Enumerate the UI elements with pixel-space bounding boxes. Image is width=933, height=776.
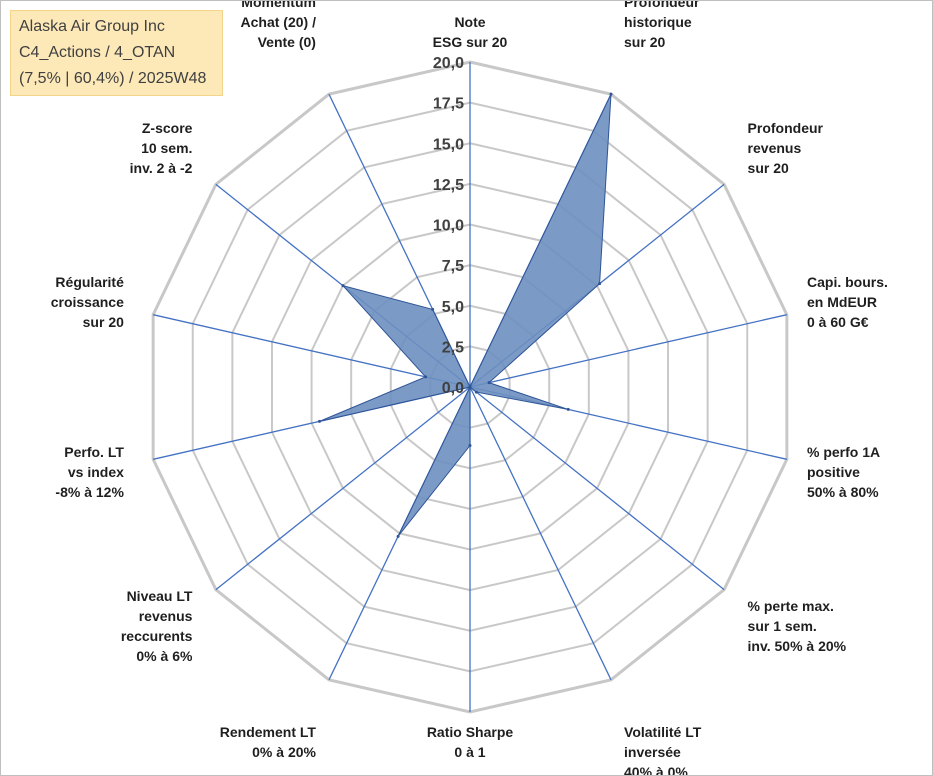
axis-label-9-line-2: reccurents xyxy=(121,628,193,644)
axis-label-13-line-1: Achat (20) / xyxy=(241,14,317,30)
axis-label-5-line-2: inv. 50% à 20% xyxy=(748,638,847,654)
axis-spoke-3 xyxy=(469,314,787,388)
axis-label-8: Rendement LT 0% à 20% xyxy=(220,724,317,760)
tick-label-4: 10,0 xyxy=(433,218,464,235)
title-line-1: Alaska Air Group Inc xyxy=(19,18,165,35)
axis-label-11-line-2: sur 20 xyxy=(83,314,124,330)
axis-label-7-line-0: Ratio Sharpe xyxy=(427,724,514,740)
axis-label-9-line-3: 0% à 6% xyxy=(136,648,193,664)
axis-label-13-line-0: Momentum xyxy=(241,1,316,10)
data-point-4 xyxy=(566,407,570,411)
axis-label-6-line-2: 40% à 0% xyxy=(624,764,688,775)
axis-label-6: Volatilité LT inversée 40% à 0% xyxy=(624,724,702,775)
tick-label-0: 0,0 xyxy=(442,380,464,397)
tick-label-6: 15,0 xyxy=(433,136,464,153)
axis-label-8-line-0: Rendement LT xyxy=(220,724,317,740)
data-point-7 xyxy=(468,444,472,447)
axis-spoke-9 xyxy=(215,386,471,591)
tick-label-3: 7,5 xyxy=(442,258,464,275)
axis-label-2-line-1: revenus xyxy=(748,140,802,156)
data-point-12 xyxy=(341,284,345,288)
data-point-13 xyxy=(431,307,435,311)
axis-label-0-line-0: Note xyxy=(454,14,485,30)
axis-label-12-line-1: 10 sem. xyxy=(141,140,192,156)
axis-label-3-line-2: 0 à 60 G€ xyxy=(807,314,869,330)
axis-label-11-line-1: croissance xyxy=(51,294,124,310)
axis-label-12: Z-score 10 sem. inv. 2 à -2 xyxy=(130,120,193,176)
axis-label-2: Profondeur revenus sur 20 xyxy=(748,120,824,176)
axis-label-3-line-1: en MdEUR xyxy=(807,294,877,310)
axis-label-7-line-1: 0 à 1 xyxy=(454,744,485,760)
axis-label-2-line-0: Profondeur xyxy=(748,120,824,136)
axis-label-5-line-0: % perte max. xyxy=(748,598,834,614)
axis-spoke-5 xyxy=(469,386,725,591)
data-point-8 xyxy=(396,534,400,538)
data-point-1 xyxy=(609,92,613,96)
axis-label-0-line-1: ESG sur 20 xyxy=(433,34,508,50)
axis-label-6-line-0: Volatilité LT xyxy=(624,724,702,740)
tick-label-5: 12,5 xyxy=(433,177,464,194)
axis-label-8-line-1: 0% à 20% xyxy=(252,744,316,760)
axis-spoke-11 xyxy=(153,314,471,388)
axis-label-7: Ratio Sharpe 0 à 1 xyxy=(427,724,514,760)
tick-label-1: 2,5 xyxy=(442,339,464,356)
axis-label-9: Niveau LT revenus reccurents 0% à 6% xyxy=(121,588,193,664)
data-point-2 xyxy=(598,282,602,286)
axis-label-4: % perfo 1A positive 50% à 80% xyxy=(807,444,880,500)
data-point-10 xyxy=(317,419,321,423)
axis-label-12-line-0: Z-score xyxy=(142,120,193,136)
axis-label-1-line-2: sur 20 xyxy=(624,34,665,50)
axis-label-10-line-2: -8% à 12% xyxy=(55,484,124,500)
axis-label-4-line-2: 50% à 80% xyxy=(807,484,879,500)
axis-label-6-line-1: inversée xyxy=(624,744,681,760)
data-point-5 xyxy=(474,390,478,394)
data-point-9 xyxy=(468,385,472,389)
axis-label-3-line-0: Capi. bours. xyxy=(807,274,888,290)
axis-label-5-line-1: sur 1 sem. xyxy=(748,618,817,634)
tick-label-7: 17,5 xyxy=(433,96,464,113)
axis-label-4-line-1: positive xyxy=(807,464,860,480)
axis-label-11-line-0: Régularité xyxy=(55,274,124,290)
axis-label-10-line-0: Perfo. LT xyxy=(64,444,124,460)
axis-label-9-line-0: Niveau LT xyxy=(127,588,193,604)
title-line-2: C4_Actions / 4_OTAN xyxy=(19,44,176,61)
axis-label-4-line-0: % perfo 1A xyxy=(807,444,880,460)
axis-label-1-line-1: historique xyxy=(624,14,692,30)
axis-spoke-6 xyxy=(469,386,612,681)
axis-label-2-line-2: sur 20 xyxy=(748,160,789,176)
axis-label-1: Profondeur historique sur 20 xyxy=(624,1,700,50)
axis-label-13-line-2: Vente (0) xyxy=(258,34,316,50)
axis-label-9-line-1: revenus xyxy=(139,608,193,624)
axis-label-12-line-2: inv. 2 à -2 xyxy=(130,160,193,176)
data-point-3 xyxy=(487,381,491,385)
axis-label-11: Régularité croissance sur 20 xyxy=(51,274,124,330)
axis-label-1-line-0: Profondeur xyxy=(624,1,700,10)
chart-title-box: Alaska Air Group Inc C4_Actions / 4_OTAN… xyxy=(10,10,223,96)
data-point-11 xyxy=(424,375,428,379)
axis-label-10: Perfo. LT vs index -8% à 12% xyxy=(55,444,124,500)
tick-label-8: 20,0 xyxy=(433,55,464,72)
axis-label-3: Capi. bours. en MdEUR 0 à 60 G€ xyxy=(807,274,888,330)
tick-label-2: 5,0 xyxy=(442,299,464,316)
axis-label-10-line-1: vs index xyxy=(68,464,124,480)
axis-label-13: Momentum Achat (20) / Vente (0) xyxy=(241,1,317,50)
title-line-3: (7,5% | 60,4%) / 2025W48 xyxy=(19,70,207,87)
axis-label-5: % perte max. sur 1 sem. inv. 50% à 20% xyxy=(748,598,847,654)
axis-label-0: Note ESG sur 20 xyxy=(433,14,508,50)
